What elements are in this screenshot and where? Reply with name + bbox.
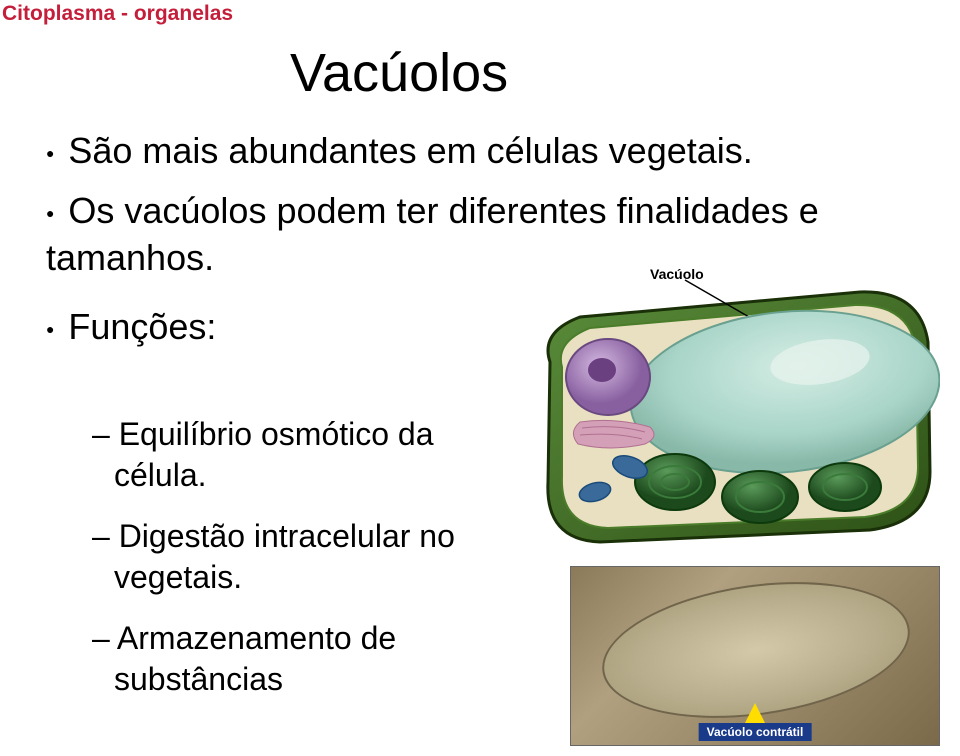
cell-svg — [520, 272, 940, 552]
sub-2: Digestão intracelular no vegetais. — [92, 516, 472, 598]
bullet-1: São mais abundantes em células vegetais. — [46, 130, 906, 172]
slide-title: Vacúolos — [290, 42, 508, 104]
plant-cell-diagram: Vacúolo — [520, 272, 940, 552]
sub-bullet-list: Equilíbrio osmótico da célula. Digestão … — [92, 414, 472, 720]
bullet-2: Os vacúolos podem ter diferentes finalid… — [46, 188, 906, 282]
vacuole-label: Vacúolo — [650, 266, 704, 282]
micrograph: Vacúolo contrátil — [570, 566, 940, 746]
contractile-vacuole-label: Vacúolo contrátil — [699, 723, 812, 741]
arrow-icon — [745, 703, 765, 723]
sub-3: Armazenamento de substâncias — [92, 618, 472, 700]
sub-1: Equilíbrio osmótico da célula. — [92, 414, 472, 496]
page-header: Citoplasma - organelas — [2, 2, 233, 26]
